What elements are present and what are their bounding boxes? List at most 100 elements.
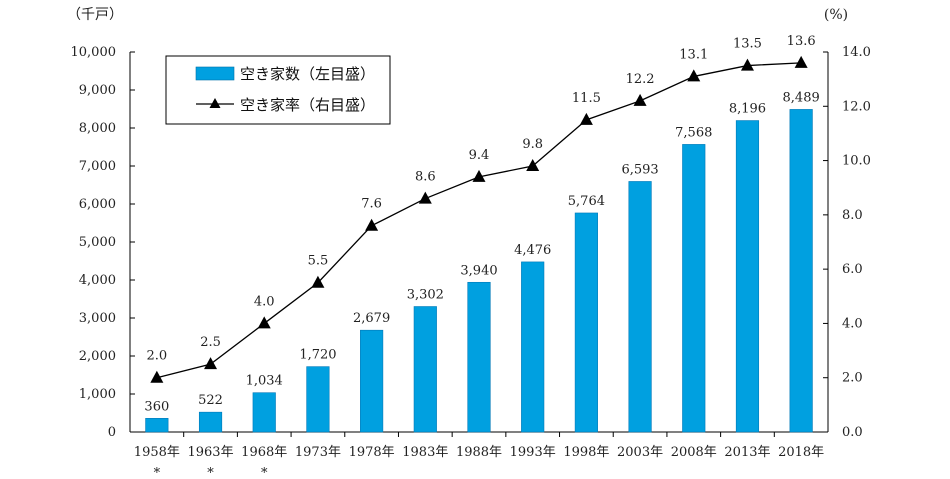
line-data-label: 2.5 [200, 335, 221, 350]
line-data-label: 11.5 [572, 91, 601, 106]
x-tick-label: 2008年 [671, 445, 717, 460]
line-data-label: 9.4 [469, 148, 490, 163]
legend: 空き家数（左目盛） 空き家率（右目盛） [165, 55, 391, 125]
line-data-label: 13.1 [679, 47, 708, 62]
x-footnote-mark: * [154, 466, 161, 479]
line-point-marker [526, 159, 540, 171]
x-tick-label: 1958年 [134, 445, 180, 460]
line-data-label: 12.2 [626, 72, 655, 87]
bar-data-label: 7,568 [675, 125, 712, 140]
left-tick-label: 9,000 [79, 83, 116, 98]
right-tick-label: 4.0 [842, 316, 863, 331]
x-tick-label: 2013年 [724, 445, 770, 460]
bar-data-label: 6,593 [621, 162, 658, 177]
x-tick-label: 1963年 [187, 445, 233, 460]
left-tick-label: 0 [108, 425, 116, 440]
right-axis: 0.0 2.0 4.0 6.0 8.0 10.0 12.0 14.0 [823, 45, 871, 440]
line-point-marker [257, 316, 271, 329]
line-series: 2.0 2.5 4.0 5.5 7.6 8.6 9.4 9.8 11.5 12.2 13.1 13.5… [147, 34, 816, 383]
line-data-label: 9.8 [522, 137, 543, 152]
bar [789, 109, 813, 433]
bar-data-label: 360 [144, 399, 169, 414]
bar [306, 366, 330, 433]
x-footnote-mark: * [207, 466, 214, 479]
bar [413, 306, 437, 433]
x-tick-label: 2018年 [778, 445, 824, 460]
left-tick-label: 2,000 [79, 349, 116, 364]
line-point-marker [150, 370, 164, 383]
bar-data-label: 3,302 [407, 288, 444, 303]
bar [360, 329, 384, 433]
line-data-label: 13.5 [733, 37, 762, 52]
left-tick-label: 6,000 [79, 197, 116, 212]
x-tick-label: 1983年 [402, 445, 448, 460]
line-point-marker [418, 191, 432, 204]
left-axis: 0 1,000 2,000 3,000 4,000 5,000 6,000 7,000 8,00… [71, 45, 135, 440]
left-tick-label: 7,000 [79, 159, 116, 174]
line-point-marker [311, 275, 325, 288]
line-point-marker [687, 69, 701, 82]
bar-data-label: 1,720 [299, 348, 336, 363]
bar-data-label: 4,476 [514, 243, 551, 258]
legend-bar-swatch [195, 66, 235, 81]
legend-line-label: 空き家率（右目盛） [240, 96, 375, 114]
bar [574, 212, 598, 433]
right-tick-label: 2.0 [842, 371, 863, 386]
line-point-marker [472, 169, 486, 182]
x-tick-label: 1973年 [295, 445, 341, 460]
left-tick-label: 8,000 [79, 121, 116, 136]
right-tick-label: 8.0 [842, 208, 863, 223]
line-point-marker [794, 55, 808, 68]
line-data-label: 2.0 [147, 349, 168, 364]
left-tick-label: 5,000 [79, 235, 116, 250]
legend-bar-label: 空き家数（左目盛） [240, 65, 375, 83]
x-tick-label: 1988年 [456, 445, 502, 460]
bar [252, 392, 276, 433]
bar [145, 418, 169, 433]
bar-data-label: 1,034 [246, 374, 283, 389]
bar-data-label: 3,940 [460, 263, 497, 278]
right-tick-label: 14.0 [842, 45, 871, 60]
x-tick-label: 1993年 [510, 445, 556, 460]
bar [735, 120, 760, 433]
line-point-marker [633, 93, 647, 106]
line-data-label: 7.6 [361, 197, 382, 212]
bar-series: 360 522 1,034 1,720 2,679 3,302 3,940 4,476 5,76… [144, 90, 820, 433]
bar-data-label: 8,196 [729, 102, 766, 117]
bar-data-label: 5,764 [568, 194, 605, 209]
line-point-marker [204, 357, 218, 370]
left-tick-label: 4,000 [79, 273, 116, 288]
bar [521, 261, 545, 433]
left-tick-label: 3,000 [79, 311, 116, 326]
x-tick-label: 1998年 [563, 445, 609, 460]
right-tick-label: 10.0 [842, 154, 871, 169]
line-data-label: 4.0 [254, 294, 275, 309]
x-footnote-mark: * [261, 466, 268, 479]
bar [198, 411, 223, 433]
bar [467, 281, 491, 433]
bar [682, 144, 706, 433]
legend-triangle-marker [209, 98, 221, 108]
bar-data-label: 522 [198, 393, 223, 408]
left-axis-unit: （千戸） [67, 7, 123, 23]
right-axis-unit: (%) [824, 7, 848, 23]
bar-data-label: 8,489 [783, 90, 820, 105]
line-data-label: 13.6 [787, 34, 816, 49]
line-point-marker [365, 218, 379, 231]
line-data-label: 8.6 [415, 170, 436, 185]
x-tick-label: 1968年 [241, 445, 287, 460]
x-tick-label: 2003年 [617, 445, 663, 460]
right-tick-label: 0.0 [842, 425, 863, 440]
x-tick-label: 1978年 [349, 445, 395, 460]
left-tick-label: 1,000 [79, 387, 116, 402]
right-tick-label: 12.0 [842, 99, 871, 114]
right-tick-label: 6.0 [842, 262, 863, 277]
x-axis: 1958年 * 1963年 * 1968年 * 1973年 1978年 1983年 1988年 19… [134, 432, 824, 479]
line-point-marker [740, 58, 754, 71]
line-point-marker [579, 112, 593, 125]
bar [628, 181, 652, 433]
line-data-label: 5.5 [308, 254, 329, 269]
left-tick-label: 10,000 [71, 45, 117, 60]
bar-data-label: 2,679 [353, 311, 390, 326]
